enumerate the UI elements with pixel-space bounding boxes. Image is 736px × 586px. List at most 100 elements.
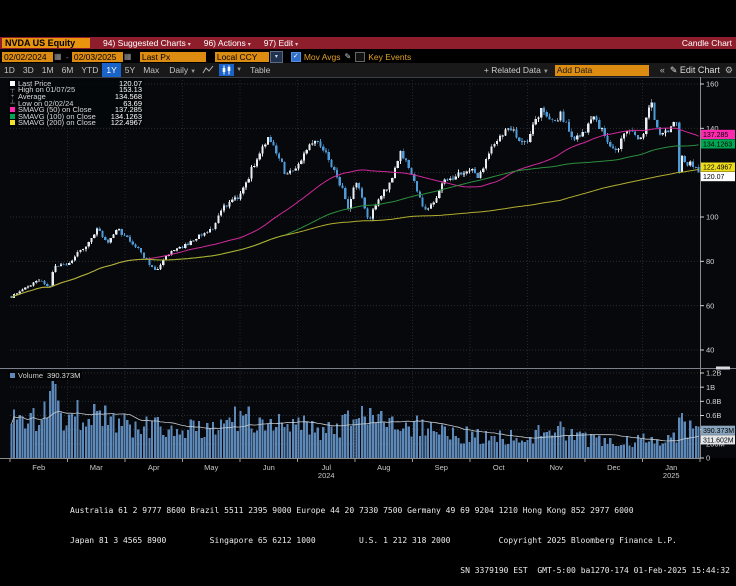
tab-max[interactable]: Max: [143, 65, 160, 75]
svg-text:Sep: Sep: [435, 463, 448, 472]
calendar-icon[interactable]: ▦: [54, 52, 62, 61]
legend-swatch-icon: [10, 113, 15, 119]
chevron-down-icon: ▾: [187, 42, 191, 48]
legend-value: 63.69: [123, 98, 142, 108]
legend-value: 134.568: [114, 91, 142, 101]
svg-text:1.2B: 1.2B: [706, 369, 721, 378]
legend-label: SMAVG (50) on Close: [18, 105, 92, 115]
sma-200-line: [11, 169, 699, 299]
security-field[interactable]: NVDA US Equity: [2, 38, 90, 48]
period-toolbar: 1D 3D 1M 6M YTD 1Y 5Y Max Daily ▼ ▼ Table + Rela…: [0, 63, 736, 77]
legend-row-2: + Average 134.568: [10, 91, 142, 101]
month-axis-labels: Feb Mar Apr May Jun Jul Aug Sep Oct Nov Dec Jan 2024…: [32, 463, 679, 480]
legend-label: Last Price: [18, 78, 52, 88]
legend-label: High on 01/07/25: [18, 85, 76, 95]
line-chart-icon[interactable]: [200, 64, 215, 76]
date-range-separator: -: [66, 51, 69, 62]
pencil-icon[interactable]: ✎ Edit Chart: [669, 64, 720, 75]
legend-row-1: ┬ High on 01/07/25 153.13: [10, 85, 142, 95]
chevron-down-icon[interactable]: ▾: [269, 50, 283, 63]
svg-text:134.1263: 134.1263: [703, 142, 732, 149]
edit-chart-label: Edit Chart: [679, 64, 720, 75]
legend-value: 122.4967: [110, 118, 142, 128]
status-line-1: Australia 61 2 9777 8600 Brazil 5511 239…: [70, 506, 634, 515]
svg-text:0.8B: 0.8B: [706, 397, 721, 406]
status-line-2: Japan 81 3 4565 8900 Singapore 65 6212 1…: [70, 536, 677, 545]
key-events-checkbox[interactable]: [355, 51, 366, 62]
chevron-down-icon: ▼: [190, 69, 197, 75]
svg-text:40: 40: [706, 346, 714, 355]
svg-text:311.602M: 311.602M: [703, 437, 734, 444]
legend-label: Low on 02/02/24: [18, 98, 74, 108]
tab-ytd[interactable]: YTD: [81, 65, 99, 75]
add-data-input[interactable]: [554, 64, 649, 76]
status-line-3: SN 3379190 EST GMT-5:00 ba1270-174 01-Fe…: [460, 566, 730, 575]
legend-value: 137.285: [114, 105, 142, 115]
price-volume-chart[interactable]: 1601401008060400200M0.6B0.8B1B1.2BFebMar…: [0, 77, 736, 481]
currency-select[interactable]: Local CCY: [214, 51, 269, 62]
svg-text:Apr: Apr: [148, 463, 160, 472]
legend-value: 153.13: [119, 85, 142, 95]
date-to-input[interactable]: 02/03/2025: [71, 51, 123, 62]
chevron-down-icon: ▾: [247, 42, 251, 48]
tab-1m[interactable]: 1M: [41, 65, 54, 75]
svg-text:Nov: Nov: [550, 463, 564, 472]
svg-text:Dec: Dec: [607, 463, 621, 472]
volume-legend: Volume 390.373M: [8, 371, 83, 380]
volume-label: Volume: [18, 371, 44, 380]
chart-type-label: Candle Chart: [681, 38, 732, 48]
menu-actions[interactable]: 96) Actions ▾: [203, 38, 251, 48]
svg-text:137.285: 137.285: [703, 132, 728, 139]
svg-text:122.4967: 122.4967: [703, 165, 732, 172]
volume-ma-line: [11, 411, 699, 442]
legend-label: SMAVG (200) on Close: [18, 118, 96, 128]
menu-edit[interactable]: 97) Edit ▾: [263, 38, 299, 48]
svg-text:2025: 2025: [663, 471, 680, 480]
candle-chart-icon[interactable]: [219, 64, 235, 76]
gear-icon[interactable]: ⚙: [724, 64, 733, 75]
price-field-select[interactable]: Last Px: [139, 51, 206, 62]
legend-marker-icon: ┴: [10, 99, 15, 107]
mov-avgs-label: Mov Avgs: [303, 51, 341, 62]
svg-text:60: 60: [706, 301, 714, 310]
collapse-icon[interactable]: «: [659, 65, 665, 75]
chart-settings-bar: 02/02/2024 ▦ - 02/03/2025 ▦ Last Px Loca…: [0, 50, 736, 63]
legend-row-6: SMAVG (200) on Close 122.4967: [10, 118, 142, 128]
legend-value: 120.07: [119, 78, 142, 88]
legend-swatch-icon: [10, 107, 15, 113]
legend-marker-icon: ┬: [10, 86, 15, 94]
menu-suggested-charts[interactable]: 94) Suggested Charts ▾: [103, 38, 191, 48]
chevron-down-icon[interactable]: ▼: [236, 67, 243, 73]
svg-text:Mar: Mar: [90, 463, 103, 472]
tab-3d[interactable]: 3D: [22, 65, 34, 75]
tab-1y[interactable]: 1Y: [102, 63, 121, 77]
legend-value: 134.1263: [110, 111, 142, 121]
status-bar: Australia 61 2 9777 8600 Brazil 5511 239…: [0, 486, 736, 586]
chart-legend: Last Price 120.07 ┬ High on 01/07/25 153.13 +…: [8, 79, 144, 127]
volume-tags: 390.373M 311.602M: [701, 425, 735, 445]
legend-swatch-icon: [10, 120, 15, 126]
frequency-select[interactable]: Daily ▼: [169, 65, 197, 75]
price-axis-labels: 160 140 100 80 60 40: [706, 80, 719, 355]
svg-text:100: 100: [706, 213, 719, 222]
tab-5y[interactable]: 5Y: [124, 65, 136, 75]
pencil-icon[interactable]: ✎: [344, 52, 352, 61]
calendar-icon[interactable]: ▦: [123, 52, 132, 61]
price-tags: 137.285 134.1263 122.4967 120.07: [701, 129, 735, 182]
svg-text:Oct: Oct: [493, 463, 506, 472]
chart-header-bar: NVDA US Equity 94) Suggested Charts ▾ 96)…: [0, 37, 736, 49]
tab-1d[interactable]: 1D: [4, 65, 15, 75]
legend-row-5: SMAVG (100) on Close 134.1263: [10, 111, 142, 121]
svg-text:140: 140: [706, 124, 719, 133]
chart-frame: [0, 77, 736, 462]
tab-6m[interactable]: 6M: [61, 65, 74, 75]
toolbar-right-group: + Related Data▼ « ✎ Edit Chart ⚙: [483, 64, 733, 76]
legend-row-0: Last Price 120.07: [10, 78, 142, 88]
table-button[interactable]: Table: [250, 65, 271, 75]
date-from-input[interactable]: 02/02/2024: [2, 51, 53, 62]
mov-avgs-checkbox[interactable]: ✓: [290, 51, 301, 62]
panel-resize-handle: [716, 366, 730, 370]
period-tabs: 1D 3D 1M 6M YTD 1Y 5Y Max: [0, 63, 163, 77]
volume-value: 390.373M: [47, 371, 81, 380]
related-data-button[interactable]: + Related Data ▼: [483, 65, 549, 75]
